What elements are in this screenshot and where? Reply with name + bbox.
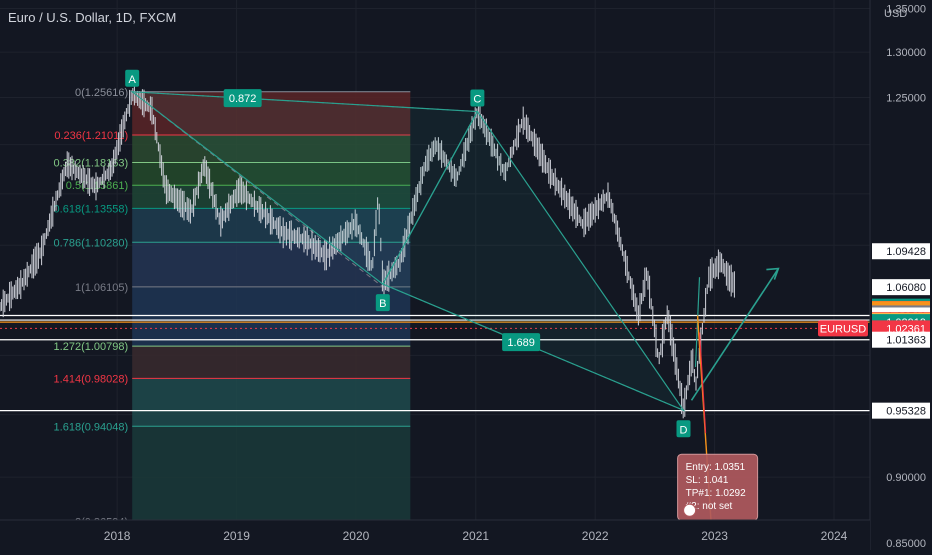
pattern-point-label: A [129,74,137,86]
trade-stop-line [698,332,707,434]
ratio-badge [223,89,262,108]
projection-arrowhead [766,267,780,280]
fib-level-label: 0.236(1.21011) [54,130,128,142]
price-axis-label: 1.06080 [886,282,926,294]
chart-title: Euro / U.S. Dollar, 1D, FXCM [8,10,177,25]
price-axis-label: 1.01363 [886,335,926,347]
price-axis-tick: 1.30000 [886,47,926,59]
fib-zone [132,242,411,287]
pattern-point-badge [375,294,390,312]
fib-level-label: 0(1.25616) [75,87,128,99]
price-unit-label: USD [884,8,908,20]
fib-zone [132,185,411,209]
price-axis-label-bg [872,331,930,348]
price-axis-label: 0.95328 [886,406,926,418]
fib-trend-line [131,91,384,288]
fib-zone [132,208,411,243]
time-axis-tick: 2022 [582,529,609,543]
pattern-point-label: B [379,298,386,310]
trade-info-line: #2: not set [686,501,733,512]
price-axis-label: 1.09428 [886,246,926,258]
harmonic-ratio-line-bd [382,283,684,411]
projection-arrow [690,268,780,401]
time-axis-tick: 2021 [462,529,489,543]
time-axis-tick: 2018 [104,529,131,543]
time-axis-tick: 2024 [821,529,848,543]
price-axis-tick: 0.90000 [886,472,926,484]
fib-zone [132,346,411,379]
fib-level-label: 0.5(1.15861) [66,180,128,192]
pattern-point-badge [676,420,691,438]
fib-zone [132,426,411,522]
price-axis-tick: 1.35000 [886,4,926,16]
fib-level-label: 1.618(0.94048) [54,421,129,433]
fib-level-label: 0.382(1.18163) [54,157,129,169]
fib-level-label: 1(1.06105) [75,282,128,294]
time-axis-tick: 2020 [343,529,370,543]
trade-info-line: SL: 1.041 [686,475,729,486]
fib-level-label: 0.786(1.10280) [54,237,129,249]
symbol-tag-bg [818,320,868,337]
pattern-point-badge [470,89,485,107]
fib-zone [132,134,411,163]
price-axis-panel [870,0,932,550]
trade-info-line: TP#1: 1.0292 [686,488,746,499]
trade-info-line: Entry: 1.0351 [686,462,746,473]
pattern-point-label: D [680,424,688,436]
price-candles [0,86,735,419]
price-axis-label-bg [872,243,930,260]
price-axis-label-bg [872,402,930,419]
ratio-badge [502,333,541,352]
pattern-point-badge [125,69,140,87]
ratio-label: 0.872 [229,93,257,105]
price-axis-label-bg [872,279,930,296]
ratio-label: 1.689 [507,337,535,349]
fib-level-label: 0.618(1.13558) [54,203,129,215]
fib-zone [132,286,411,347]
price-axis-tick: 0.85000 [886,538,926,550]
flag-icon [683,503,697,517]
pattern-point-label: C [473,94,481,106]
time-axis-panel [0,520,870,550]
fib-level-label: 1.272(1.00798) [54,341,129,353]
price-axis-tick: 1.25000 [886,92,926,104]
time-axis-tick: 2019 [223,529,250,543]
symbol-tag: EURUSD [820,323,867,335]
fib-level-label: 1.414(0.98028) [54,373,129,385]
time-axis-tick: 2023 [701,529,728,543]
fib-zone [132,378,411,427]
